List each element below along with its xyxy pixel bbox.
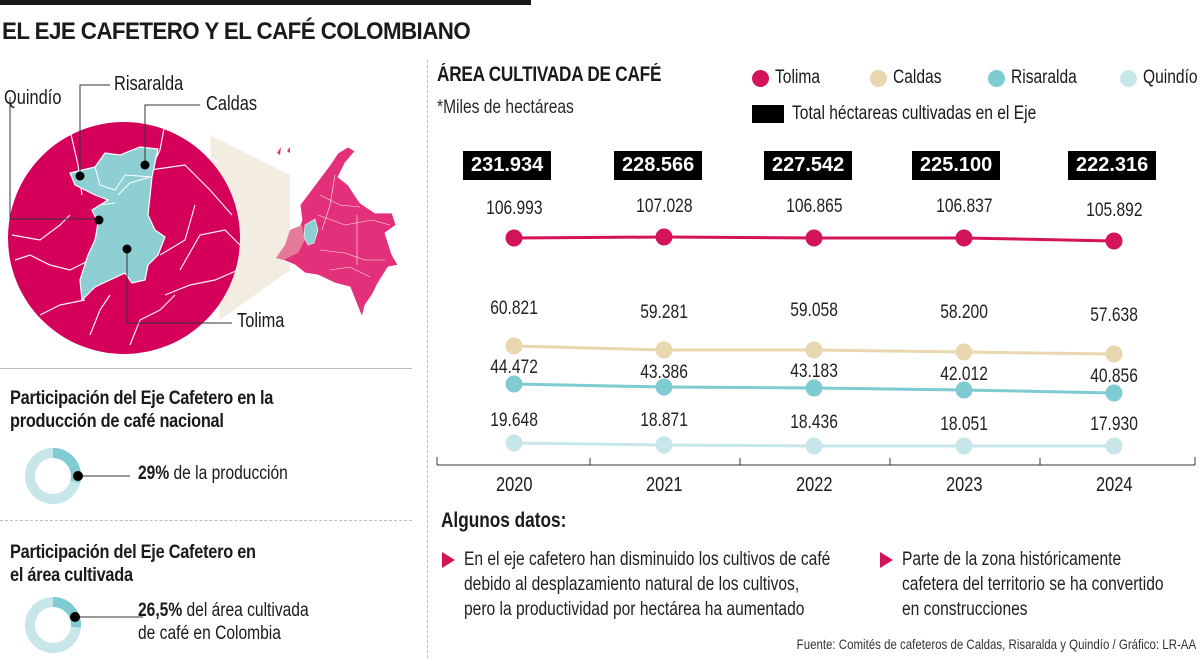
total-2021: 228.566 xyxy=(614,151,703,180)
legend-item-risaralda: Risaralda xyxy=(988,67,1106,89)
label-risaralda: Risaralda xyxy=(114,73,184,95)
tolima-value-2022: 106.865 xyxy=(785,196,843,217)
series-risaralda-points xyxy=(505,375,1123,402)
dashed-separator xyxy=(0,520,412,521)
caldas-value-2022: 59.058 xyxy=(790,300,838,321)
donut-marker-icon xyxy=(73,471,83,481)
source-note: Fuente: Comités de cafeteros de Caldas, … xyxy=(796,636,1196,652)
risaralda-value-2024: 40.856 xyxy=(1090,366,1138,387)
label-caldas: Caldas xyxy=(206,93,258,115)
page-title: EL EJE CAFETERO Y EL CAFÉ COLOMBIANO xyxy=(2,18,471,45)
production-donut xyxy=(25,448,130,504)
quindio-value-2024: 17.930 xyxy=(1090,414,1138,435)
bullet-arrow-icon xyxy=(442,552,455,568)
caldas-marker-icon xyxy=(140,160,150,170)
chart-legend: Tolima Caldas Risaralda Quindío xyxy=(752,66,1200,90)
quindio-value-2022: 18.436 xyxy=(790,412,838,433)
fact-item-1: En el eje cafetero han disminuido los cu… xyxy=(464,549,831,620)
caldas-value-2023: 58.200 xyxy=(940,302,988,323)
tolima-marker-icon xyxy=(122,244,132,254)
eje-cafetero-shape xyxy=(69,146,166,302)
risaralda-value-2021: 43.386 xyxy=(640,362,688,383)
fact-item-2: Parte de la zona históricamente cafetera… xyxy=(902,549,1164,620)
tolima-value-2023: 106.837 xyxy=(935,196,993,217)
risaralda-value-2023: 42.012 xyxy=(940,364,988,385)
caldas-value-2024: 57.638 xyxy=(1090,305,1138,326)
x-tick-2024: 2024 xyxy=(1095,474,1133,496)
x-axis xyxy=(436,457,1196,466)
tolima-value-2020: 106.993 xyxy=(485,198,543,219)
x-tick-2022: 2022 xyxy=(795,474,833,496)
quindio-marker-icon xyxy=(94,215,104,225)
series-caldas-points xyxy=(505,337,1123,363)
risaralda-marker-icon xyxy=(75,171,85,181)
donut-marker-icon xyxy=(70,612,80,622)
eje-cafetero-mini xyxy=(303,218,319,246)
tolima-value-2021: 107.028 xyxy=(635,196,693,217)
legend-item-tolima: Tolima xyxy=(752,67,856,89)
tolima-value-2024: 105.892 xyxy=(1085,200,1143,221)
risaralda-value-2022: 43.183 xyxy=(790,361,838,382)
vertical-divider xyxy=(427,60,428,658)
series-quindio-points xyxy=(505,434,1123,455)
stat-area-title: Participación del Eje Cafetero en el áre… xyxy=(10,542,256,586)
label-tolima: Tolima xyxy=(237,310,285,332)
total-2024: 222.316 xyxy=(1068,151,1157,180)
total-square-icon xyxy=(752,105,784,123)
series-tolima-points xyxy=(505,228,1123,250)
legend-item-caldas: Caldas xyxy=(870,67,974,89)
colombia-map xyxy=(282,146,399,319)
stat-production-title: Participación del Eje Cafetero en la pro… xyxy=(10,388,274,432)
eje-cafetero-map xyxy=(8,84,399,354)
total-2023: 225.100 xyxy=(912,151,1001,180)
legend-item-total: Total héctareas cultivadas en el Eje xyxy=(752,103,1090,125)
total-2022: 227.542 xyxy=(764,151,853,180)
caldas-dot-icon xyxy=(870,69,887,87)
chart-title: ÁREA CULTIVADA DE CAFÉ xyxy=(437,63,662,86)
x-tick-2021: 2021 xyxy=(645,474,683,496)
quindio-value-2020: 19.648 xyxy=(490,410,538,431)
caldas-value-2021: 59.281 xyxy=(640,302,688,323)
quindio-value-2021: 18.871 xyxy=(640,410,688,431)
chart-subtitle: *Miles de hectáreas xyxy=(437,97,574,118)
risaralda-dot-icon xyxy=(988,69,1005,87)
stat-area-text: 26,5% del área cultivada de café en Colo… xyxy=(138,600,309,644)
quindio-value-2023: 18.051 xyxy=(940,414,988,435)
risaralda-value-2020: 44.472 xyxy=(490,357,538,378)
pacific-region xyxy=(276,225,305,260)
x-tick-2020: 2020 xyxy=(495,474,533,496)
line-chart xyxy=(436,228,1196,466)
total-2020: 231.934 xyxy=(463,151,552,180)
stat-production-text: 29% de la producción xyxy=(138,463,288,484)
legend-item-quindio: Quindío xyxy=(1120,67,1200,89)
map-area: Quindío Risaralda Caldas Tolima xyxy=(0,55,420,375)
top-rule xyxy=(0,0,531,5)
x-tick-2023: 2023 xyxy=(945,474,983,496)
label-quindio: Quindío xyxy=(4,87,62,109)
facts-title: Algunos datos: xyxy=(441,509,567,532)
tolima-dot-icon xyxy=(752,69,769,87)
caldas-value-2020: 60.821 xyxy=(490,298,538,319)
separator xyxy=(0,368,412,369)
area-donut xyxy=(25,597,143,653)
quindio-dot-icon xyxy=(1120,69,1137,87)
bullet-arrow-icon xyxy=(880,552,893,568)
